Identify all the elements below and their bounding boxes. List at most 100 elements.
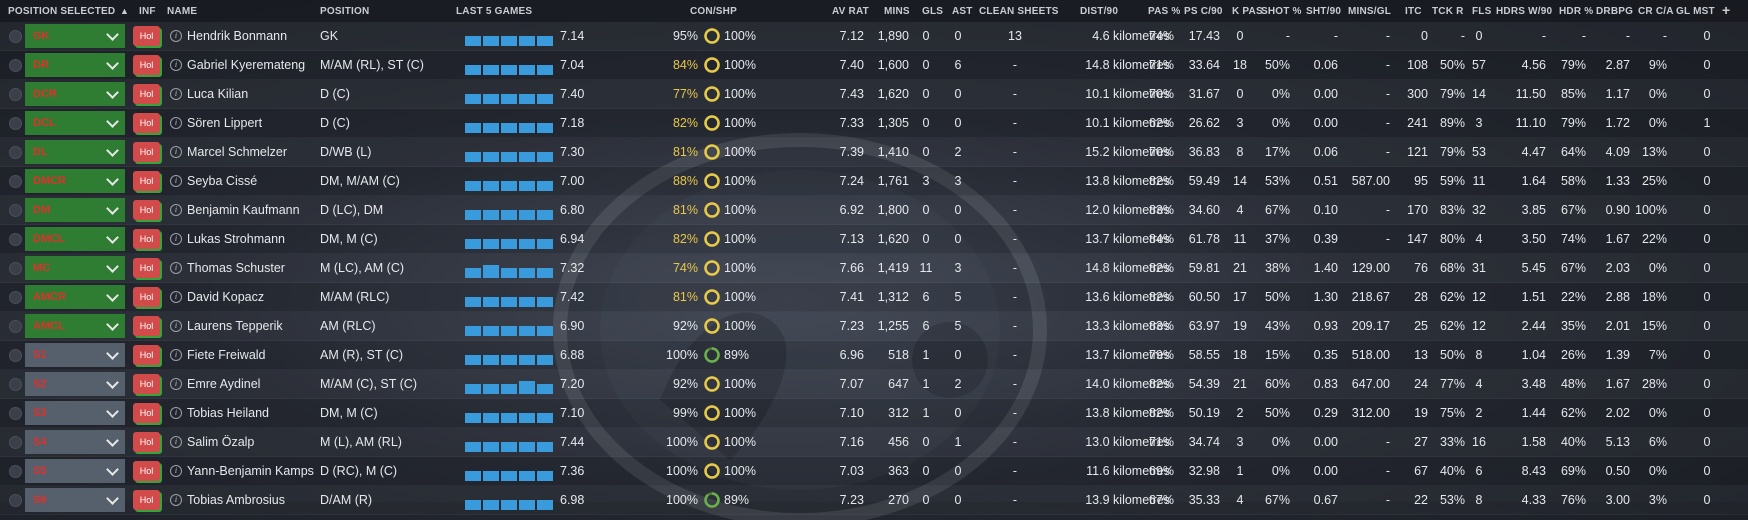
position-selector[interactable]: GK — [25, 24, 125, 48]
header-tckr[interactable]: TCK R — [1432, 6, 1464, 17]
table-row[interactable]: S5 Hol i Yann-Benjamin Kamps D (RC), M (C) 7… — [0, 457, 1748, 486]
header-crca[interactable]: CR C/A — [1638, 6, 1674, 17]
header-conshp[interactable]: CON/SHP — [690, 6, 737, 17]
chevron-down-icon[interactable] — [106, 463, 119, 476]
header-gls[interactable]: GLS — [922, 6, 944, 17]
info-icon[interactable]: i — [170, 320, 182, 332]
chevron-down-icon[interactable] — [106, 202, 119, 215]
chevron-down-icon[interactable] — [106, 260, 119, 273]
select-checkbox[interactable] — [9, 233, 22, 246]
position-selector[interactable]: AMCL — [25, 314, 125, 338]
header-name[interactable]: NAME — [167, 6, 198, 17]
info-icon[interactable]: i — [170, 494, 182, 506]
table-row[interactable]: S4 Hol i Salim Özalp M (L), AM (RL) 7.44 100%… — [0, 428, 1748, 457]
info-icon[interactable]: i — [170, 291, 182, 303]
status-badge[interactable]: Hol — [133, 374, 160, 394]
table-row[interactable]: DMCR Hol i Seyba Cissé DM, M/AM (C) 7.00 88% … — [0, 167, 1748, 196]
header-shot[interactable]: SHOT % — [1261, 6, 1302, 17]
header-minsgl[interactable]: MINS/GL — [1348, 6, 1392, 17]
select-checkbox[interactable] — [9, 465, 22, 478]
table-row[interactable]: GK Hol i Hendrik Bonmann GK 7.14 95% 100% 7.12… — [0, 22, 1748, 51]
info-icon[interactable]: i — [170, 436, 182, 448]
header-position-selected[interactable]: POSITION SELECTED — [8, 6, 116, 17]
select-checkbox[interactable] — [9, 88, 22, 101]
player-name[interactable]: Hendrik Bonmann — [187, 29, 288, 43]
table-row[interactable]: MC Hol i Thomas Schuster M (LC), AM (C) 7.32… — [0, 254, 1748, 283]
status-badge[interactable]: Hol — [133, 316, 160, 336]
position-selector[interactable]: S5 — [25, 459, 125, 483]
header-psc[interactable]: PS C/90 — [1184, 6, 1223, 17]
header-clean-sheets[interactable]: CLEAN SHEETS — [979, 6, 1059, 17]
status-badge[interactable]: Hol — [133, 345, 160, 365]
chevron-down-icon[interactable] — [106, 28, 119, 41]
header-inf[interactable]: INF — [139, 6, 156, 17]
player-name[interactable]: Fiete Freiwald — [187, 348, 266, 362]
header-position[interactable]: POSITION — [320, 6, 370, 17]
header-glmst[interactable]: GL MST — [1676, 6, 1715, 17]
select-checkbox[interactable] — [9, 494, 22, 507]
header-avrat[interactable]: AV RAT — [832, 6, 869, 17]
player-name[interactable]: Seyba Cissé — [187, 174, 258, 188]
select-checkbox[interactable] — [9, 117, 22, 130]
status-badge[interactable]: Hol — [133, 113, 160, 133]
table-row[interactable]: S3 Hol i Tobias Heiland DM, M (C) 7.10 99% 10… — [0, 399, 1748, 428]
status-badge[interactable]: Hol — [133, 200, 160, 220]
header-hdrsw[interactable]: HDRS W/90 — [1496, 6, 1553, 17]
info-icon[interactable]: i — [170, 88, 182, 100]
player-name[interactable]: Lukas Strohmann — [187, 232, 285, 246]
select-checkbox[interactable] — [9, 204, 22, 217]
chevron-down-icon[interactable] — [106, 173, 119, 186]
table-row[interactable]: AMCL Hol i Laurens Tepperik AM (RLC) 6.90 92%… — [0, 312, 1748, 341]
player-name[interactable]: Benjamin Kaufmann — [187, 203, 300, 217]
table-row[interactable]: S1 Hol i Fiete Freiwald AM (R), ST (C) 6.88 1… — [0, 341, 1748, 370]
chevron-down-icon[interactable] — [106, 492, 119, 505]
position-selector[interactable]: DMCR — [25, 169, 125, 193]
player-name[interactable]: Laurens Tepperik — [187, 319, 283, 333]
status-badge[interactable]: Hol — [133, 258, 160, 278]
player-name[interactable]: Salim Özalp — [187, 435, 255, 449]
select-checkbox[interactable] — [9, 262, 22, 275]
table-row[interactable]: S2 Hol i Emre Aydinel M/AM (C), ST (C) 7.20 9… — [0, 370, 1748, 399]
add-column-icon[interactable]: + — [1722, 2, 1731, 18]
info-icon[interactable]: i — [170, 233, 182, 245]
sort-arrow-icon[interactable]: ▲ — [120, 6, 130, 16]
status-badge[interactable]: Hol — [133, 84, 160, 104]
position-selector[interactable]: DR — [25, 53, 125, 77]
select-checkbox[interactable] — [9, 291, 22, 304]
header-itc[interactable]: ITC — [1405, 6, 1422, 17]
select-checkbox[interactable] — [9, 320, 22, 333]
player-name[interactable]: Luca Kilian — [187, 87, 249, 101]
position-selector[interactable]: S6 — [25, 488, 125, 512]
player-name[interactable]: Yann-Benjamin Kamps — [187, 464, 314, 478]
chevron-down-icon[interactable] — [106, 318, 119, 331]
header-fls[interactable]: FLS — [1472, 6, 1492, 17]
table-row[interactable]: DMCL Hol i Lukas Strohmann DM, M (C) 6.94 82%… — [0, 225, 1748, 254]
status-badge[interactable]: Hol — [133, 229, 160, 249]
chevron-down-icon[interactable] — [106, 376, 119, 389]
info-icon[interactable]: i — [170, 378, 182, 390]
table-row[interactable]: DCL Hol i Sören Lippert D (C) 7.18 82% 100% 7.… — [0, 109, 1748, 138]
select-checkbox[interactable] — [9, 378, 22, 391]
table-row[interactable]: AMCR Hol i David Kopacz M/AM (RLC) 7.42 81% 1… — [0, 283, 1748, 312]
info-icon[interactable]: i — [170, 262, 182, 274]
player-name[interactable]: David Kopacz — [187, 290, 265, 304]
table-row[interactable]: DL Hol i Marcel Schmelzer D/WB (L) 7.30 81% 1… — [0, 138, 1748, 167]
player-name[interactable]: Sören Lippert — [187, 116, 263, 130]
select-checkbox[interactable] — [9, 59, 22, 72]
select-checkbox[interactable] — [9, 436, 22, 449]
status-badge[interactable]: Hol — [133, 432, 160, 452]
chevron-down-icon[interactable] — [106, 405, 119, 418]
select-checkbox[interactable] — [9, 175, 22, 188]
position-selector[interactable]: DM — [25, 198, 125, 222]
position-selector[interactable]: S2 — [25, 372, 125, 396]
table-row[interactable]: DCR Hol i Luca Kilian D (C) 7.40 77% 100% 7.43… — [0, 80, 1748, 109]
status-badge[interactable]: Hol — [133, 26, 160, 46]
chevron-down-icon[interactable] — [106, 86, 119, 99]
position-selector[interactable]: S3 — [25, 401, 125, 425]
player-name[interactable]: Gabriel Kyeremateng — [187, 58, 306, 72]
select-checkbox[interactable] — [9, 349, 22, 362]
player-name[interactable]: Marcel Schmelzer — [187, 145, 288, 159]
chevron-down-icon[interactable] — [106, 231, 119, 244]
status-badge[interactable]: Hol — [133, 287, 160, 307]
position-selector[interactable]: DL — [25, 140, 125, 164]
